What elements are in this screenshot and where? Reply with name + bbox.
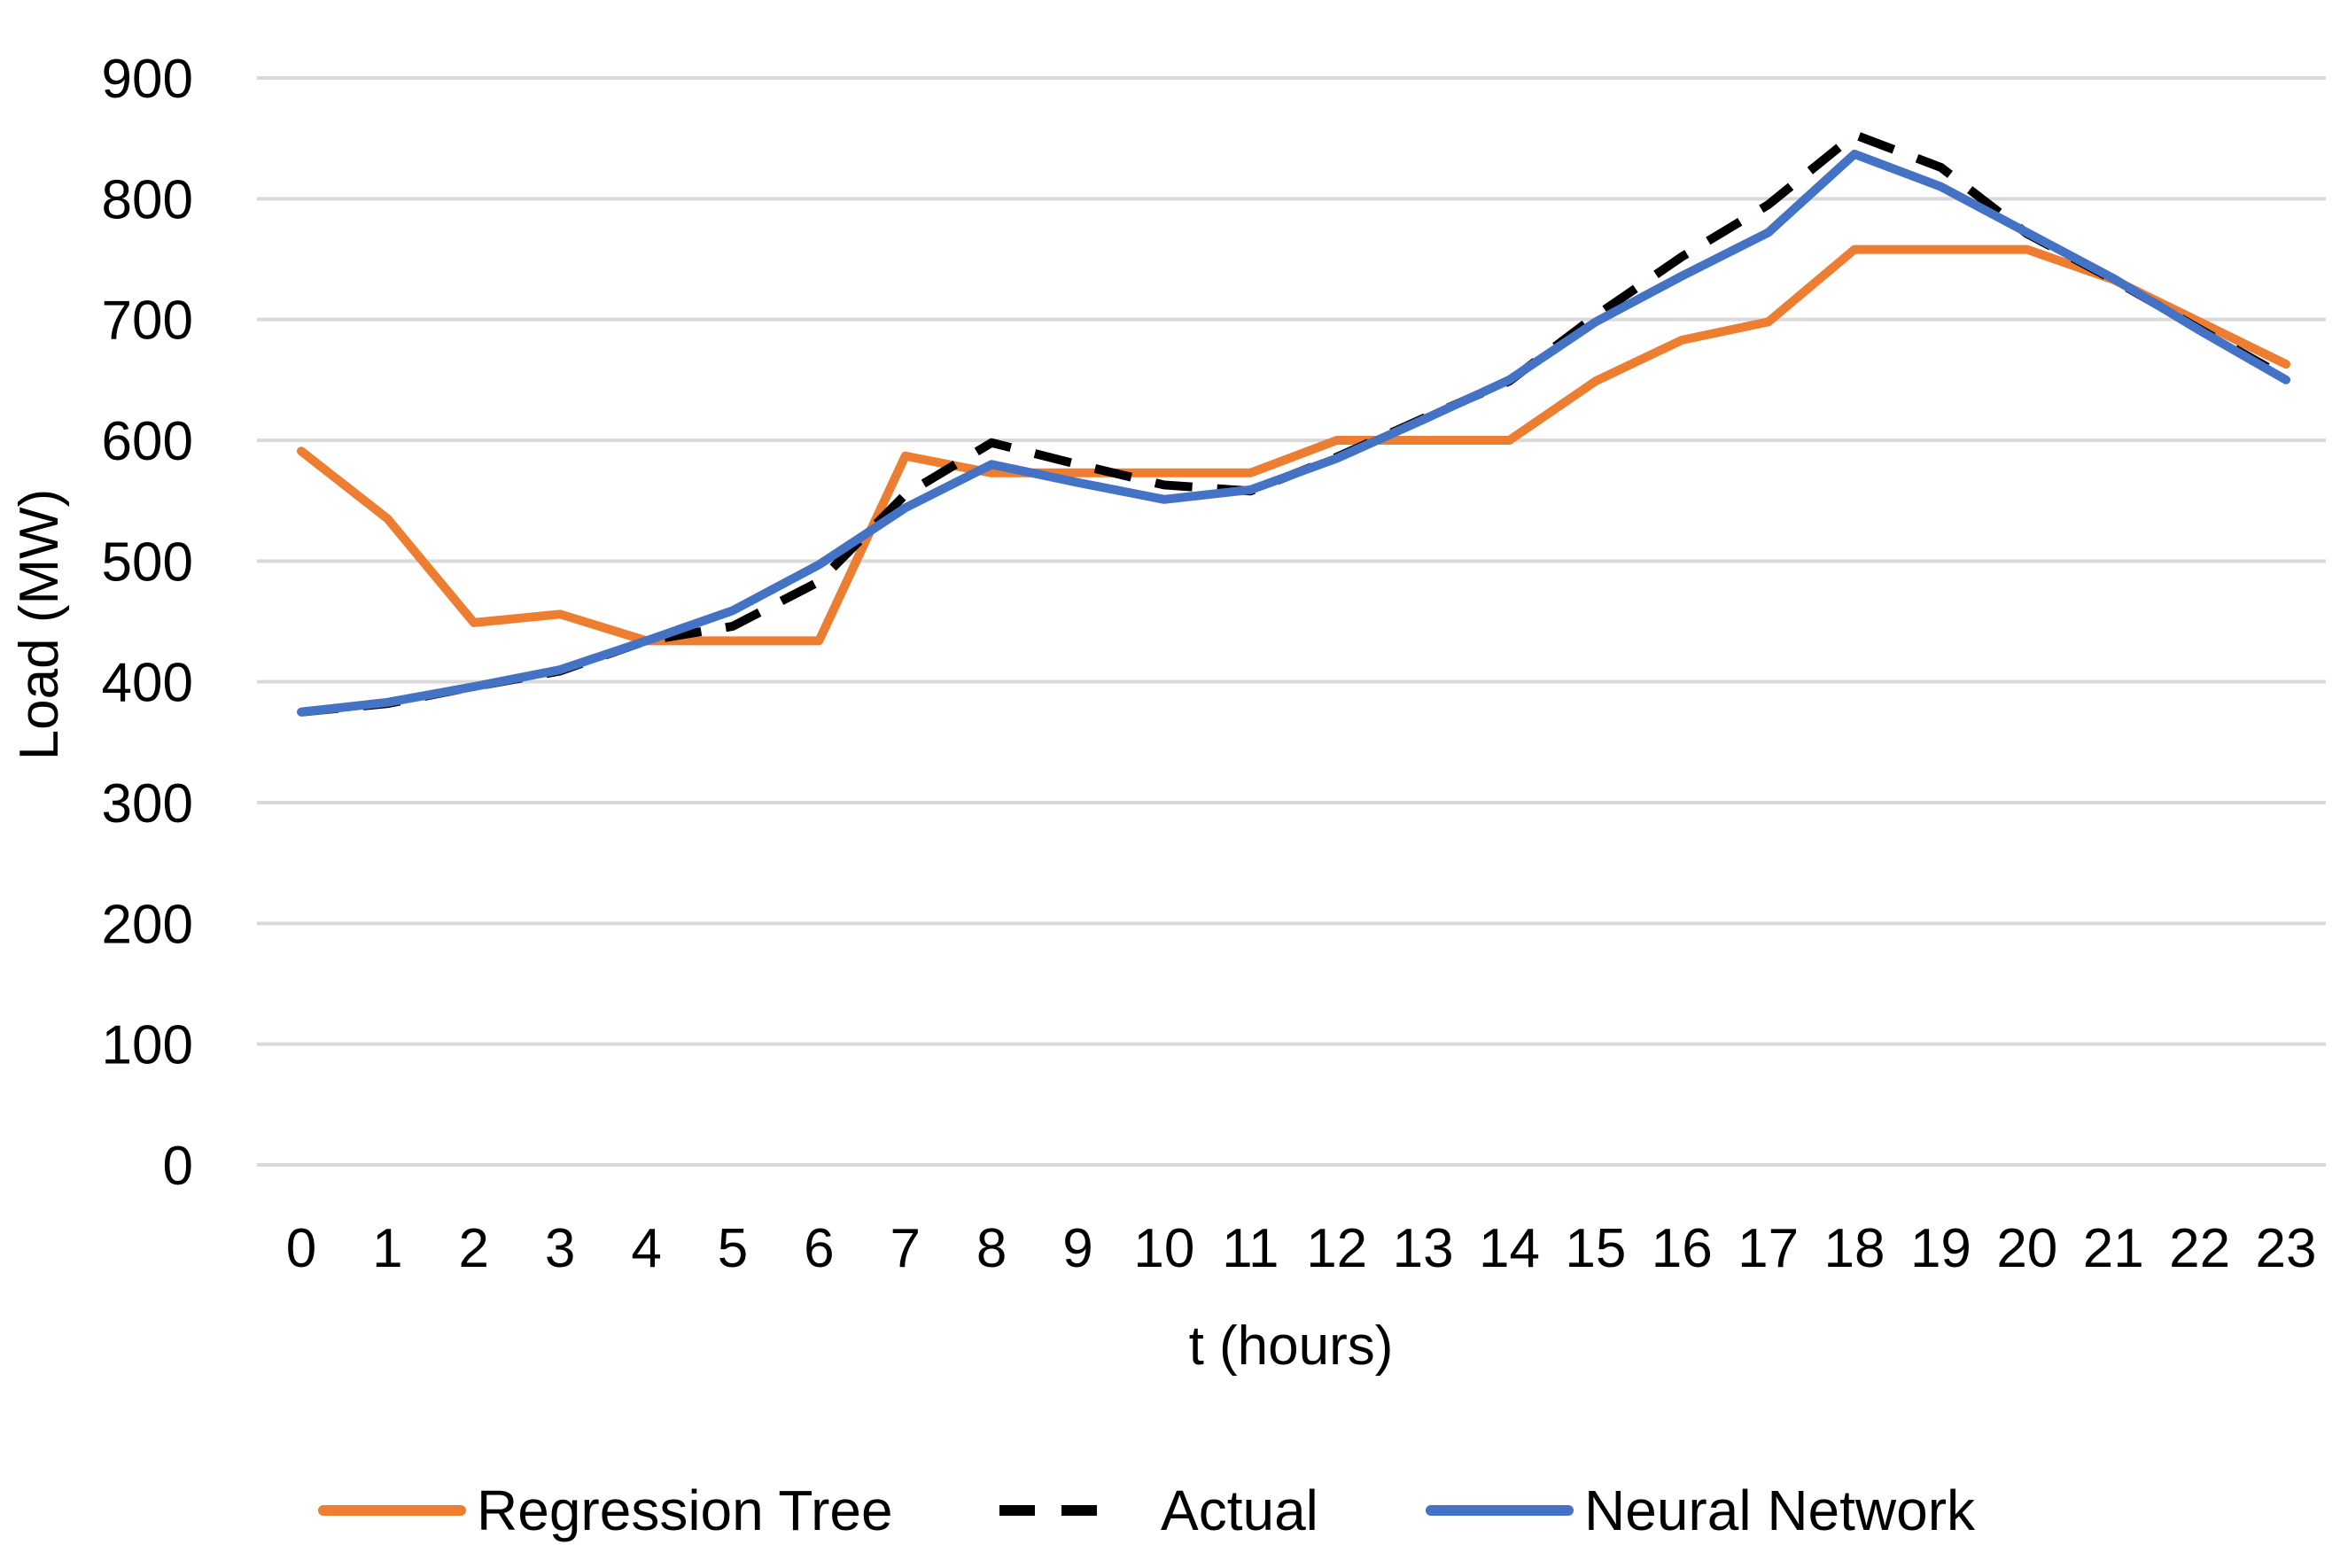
legend-item: Actual xyxy=(999,1479,1318,1542)
y-tick-label: 500 xyxy=(102,532,193,593)
legend-label: Actual xyxy=(1161,1479,1318,1542)
x-tick-label: 3 xyxy=(545,1218,575,1279)
x-tick-label: 2 xyxy=(459,1218,489,1279)
x-tick-label: 1 xyxy=(372,1218,402,1279)
x-tick-label: 7 xyxy=(890,1218,920,1279)
y-axis-tick-labels: 0 100 200 300 400 500 600 700 800 900 xyxy=(102,49,193,1197)
series-lines xyxy=(297,130,2290,717)
x-tick-label: 8 xyxy=(976,1218,1007,1279)
legend-label: Regression Tree xyxy=(477,1479,893,1542)
x-tick-label: 15 xyxy=(1565,1218,1626,1279)
x-tick-label: 23 xyxy=(2256,1218,2317,1279)
gridlines xyxy=(257,76,2326,1167)
series-line xyxy=(297,149,2290,717)
x-tick-label: 10 xyxy=(1133,1218,1194,1279)
x-tick-label: 6 xyxy=(804,1218,834,1279)
series-line xyxy=(297,245,2290,646)
y-tick-label: 700 xyxy=(102,291,193,352)
y-tick-label: 400 xyxy=(102,653,193,714)
x-axis-title: t (hours) xyxy=(1189,1316,1394,1377)
legend: Regression Tree Actual Neural Network xyxy=(318,1479,1976,1542)
y-tick-label: 0 xyxy=(163,1136,193,1197)
y-tick-label: 300 xyxy=(102,773,193,834)
y-axis-title: Load (MW) xyxy=(9,489,70,761)
legend-item: Regression Tree xyxy=(318,1479,893,1542)
series-neural-network xyxy=(297,149,2290,717)
y-tick-label: 200 xyxy=(102,894,193,955)
x-tick-label: 12 xyxy=(1306,1218,1367,1279)
x-tick-label: 13 xyxy=(1393,1218,1454,1279)
series-regression-tree xyxy=(297,245,2290,646)
x-tick-label: 5 xyxy=(718,1218,748,1279)
x-tick-label: 16 xyxy=(1652,1218,1713,1279)
x-tick-label: 11 xyxy=(1222,1218,1279,1279)
y-tick-label: 100 xyxy=(102,1015,193,1076)
x-tick-label: 0 xyxy=(286,1218,316,1279)
y-tick-label: 800 xyxy=(102,169,193,230)
legend-label: Neural Network xyxy=(1584,1479,1976,1542)
legend-item: Neural Network xyxy=(1426,1479,1976,1542)
x-tick-label: 20 xyxy=(1996,1218,2057,1279)
x-tick-label: 21 xyxy=(2083,1218,2144,1279)
y-tick-label: 600 xyxy=(102,411,193,472)
y-tick-label: 900 xyxy=(102,49,193,110)
x-tick-label: 9 xyxy=(1062,1218,1092,1279)
x-tick-label: 18 xyxy=(1824,1218,1885,1279)
x-axis-tick-labels: 0 1 2 3 4 5 6 7 8 9 10 11 12 13 14 15 16 17 18 19 20 21 22 23 xyxy=(286,1218,2317,1279)
x-tick-label: 4 xyxy=(631,1218,661,1279)
x-tick-label: 17 xyxy=(1738,1218,1799,1279)
x-tick-label: 22 xyxy=(2169,1218,2230,1279)
x-tick-label: 14 xyxy=(1479,1218,1540,1279)
x-tick-label: 19 xyxy=(1910,1218,1971,1279)
